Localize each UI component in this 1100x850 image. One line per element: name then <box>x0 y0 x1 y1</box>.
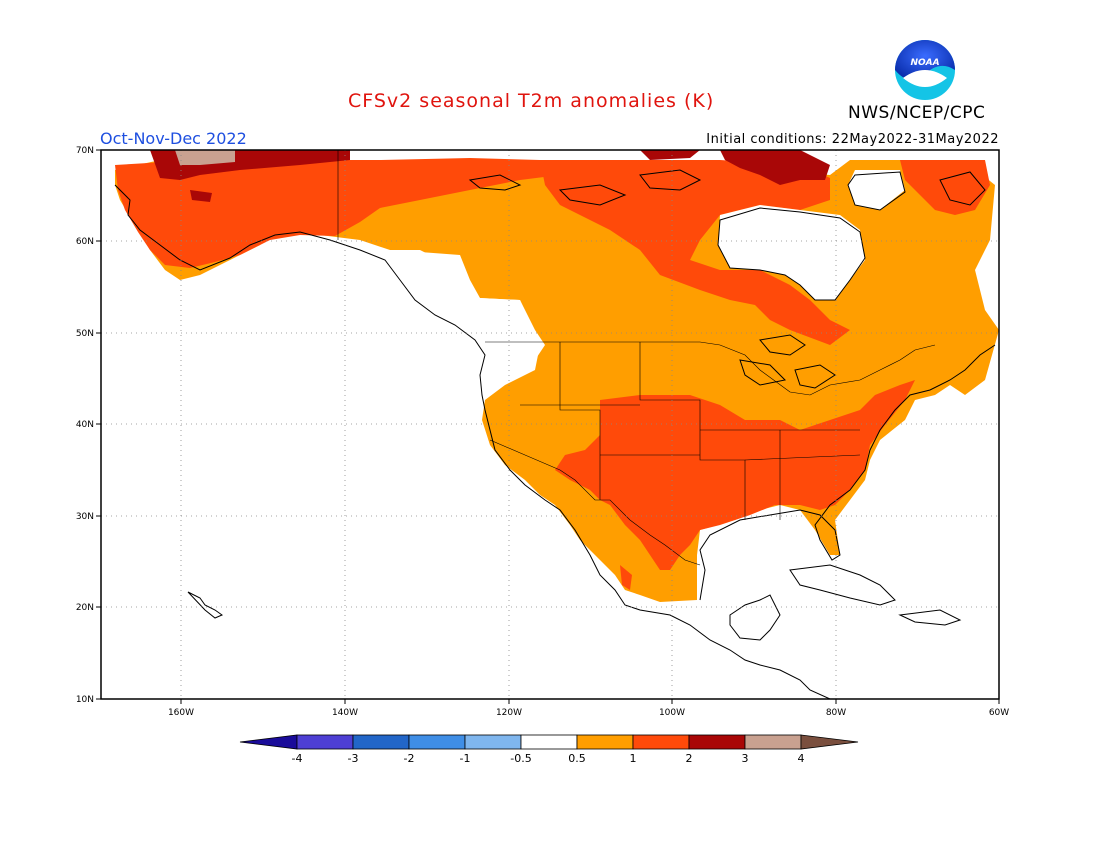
colorbar-segment <box>744 734 802 750</box>
colorbar-segment <box>464 734 522 750</box>
colorbar-label: 1 <box>630 752 637 765</box>
colorbar-label: -2 <box>404 752 415 765</box>
lat-label: 50N <box>76 329 94 339</box>
longitude-labels: 160W 140W 120W 100W 80W 60W <box>168 708 1009 718</box>
colorbar-label: 3 <box>742 752 749 765</box>
anomaly-3-4-region <box>175 150 235 165</box>
lat-label: 40N <box>76 420 94 430</box>
colorbar-segment <box>688 734 746 750</box>
noaa-logo-text: NOAA <box>910 58 939 68</box>
lon-label: 60W <box>989 708 1009 718</box>
colorbar-labels: -4 -3 -2 -1 -0.5 0.5 1 2 3 4 <box>292 752 805 765</box>
lat-label: 30N <box>76 512 94 522</box>
colorbar-label: -3 <box>348 752 359 765</box>
colorbar-segment <box>520 734 578 750</box>
colorbar-segment <box>408 734 466 750</box>
hudson-bay <box>718 205 865 300</box>
colorbar-segment <box>576 734 634 750</box>
noaa-logo-icon: NOAA <box>895 40 955 100</box>
agency-label: NWS/NCEP/CPC <box>848 103 986 123</box>
colorbar-segment <box>239 734 298 750</box>
coastlines <box>114 169 996 699</box>
axis-ticks <box>96 149 1000 704</box>
colorbar-label: -1 <box>460 752 471 765</box>
lon-label: 100W <box>659 708 685 718</box>
lat-label: 20N <box>76 603 94 613</box>
lon-label: 80W <box>826 708 846 718</box>
colorbar-label: -4 <box>292 752 303 765</box>
colorbar-segment <box>296 734 354 750</box>
initial-conditions: Initial conditions: 22May2022-31May2022 <box>706 132 999 147</box>
lon-label: 140W <box>332 708 358 718</box>
colorbar-label: 4 <box>798 752 805 765</box>
lat-label: 70N <box>76 146 94 156</box>
anomaly-1-2-region <box>115 158 990 590</box>
colorbar-label: 2 <box>686 752 693 765</box>
colorbar <box>239 734 859 750</box>
lat-label: 60N <box>76 237 94 247</box>
colorbar-segment <box>800 734 859 750</box>
lat-label: 10N <box>76 695 94 705</box>
lon-label: 120W <box>496 708 522 718</box>
colorbar-label: -0.5 <box>510 752 531 765</box>
colorbar-segment <box>632 734 690 750</box>
lon-label: 160W <box>168 708 194 718</box>
latitude-labels: 10N 20N 30N 40N 50N 60N 70N <box>76 146 94 705</box>
chart-title: CFSv2 seasonal T2m anomalies (K) <box>348 90 715 112</box>
forecast-period: Oct-Nov-Dec 2022 <box>100 129 247 148</box>
colorbar-segment <box>352 734 410 750</box>
colorbar-label: 0.5 <box>568 752 586 765</box>
map-area <box>101 150 999 699</box>
